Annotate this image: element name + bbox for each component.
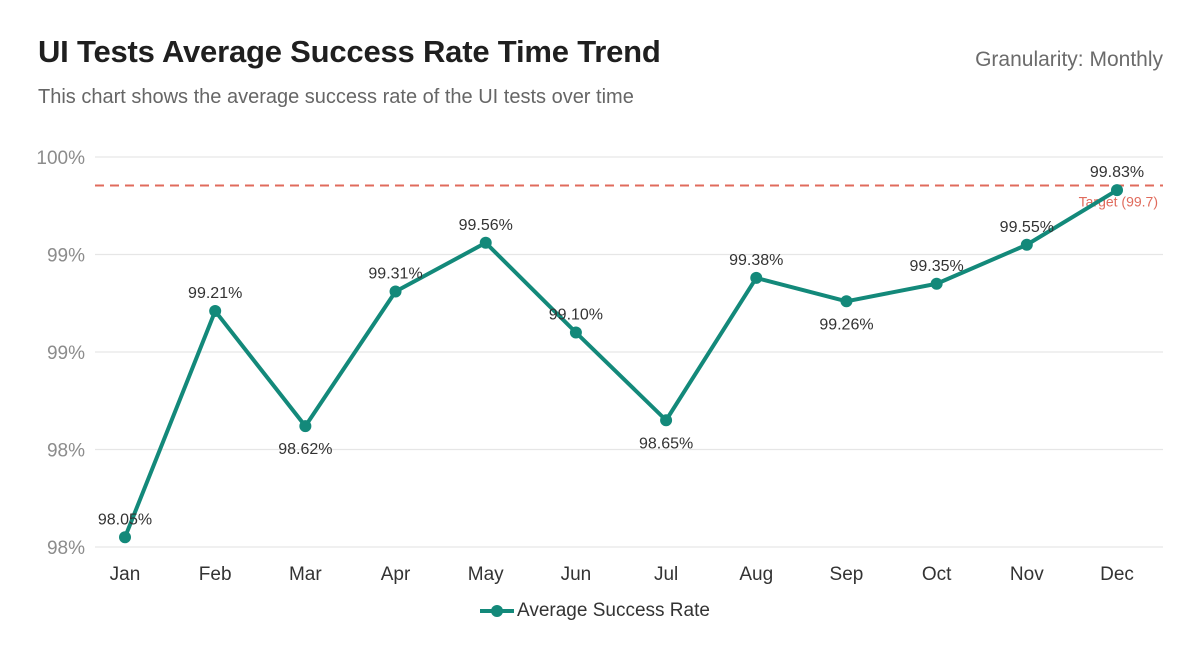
data-point[interactable]: [299, 420, 312, 433]
y-tick-label: 98%: [47, 538, 85, 559]
y-tick-label: 98%: [47, 441, 85, 462]
data-label: 99.35%: [910, 258, 964, 275]
data-point[interactable]: [660, 414, 673, 427]
data-point[interactable]: [750, 271, 763, 284]
x-tick-label: Feb: [199, 564, 232, 585]
data-label: 99.31%: [368, 266, 422, 283]
data-label: 99.83%: [1090, 164, 1144, 181]
y-tick-label: 100%: [36, 148, 85, 169]
x-tick-label: Mar: [289, 564, 322, 585]
granularity-label: Granularity: Monthly: [975, 48, 1163, 71]
data-point[interactable]: [119, 531, 131, 544]
x-tick-label: Sep: [830, 564, 864, 585]
data-point[interactable]: [930, 277, 943, 290]
data-point[interactable]: [1020, 238, 1033, 251]
chart-legend[interactable]: Average Success Rate: [480, 600, 710, 622]
y-tick-label: 99%: [47, 343, 85, 364]
x-tick-label: Jul: [654, 564, 678, 585]
chart-title: UI Tests Average Success Rate Time Trend: [38, 34, 661, 69]
data-point[interactable]: [569, 326, 582, 339]
data-point[interactable]: [209, 305, 222, 318]
data-label: 99.21%: [188, 285, 242, 302]
legend-marker-icon: [480, 603, 514, 619]
data-label: 99.56%: [459, 217, 513, 234]
data-point[interactable]: [389, 285, 402, 298]
chart-subtitle: This chart shows the average success rat…: [38, 86, 634, 108]
x-tick-label: Oct: [922, 564, 952, 585]
data-label: 99.55%: [1000, 219, 1054, 236]
target-label: Target (99.7): [1079, 194, 1158, 210]
x-tick-label: Jan: [110, 564, 141, 585]
x-tick-label: Aug: [739, 564, 773, 585]
x-tick-label: Nov: [1010, 564, 1044, 585]
x-tick-label: Dec: [1100, 564, 1134, 585]
y-tick-label: 99%: [47, 246, 85, 267]
data-point[interactable]: [1111, 184, 1123, 197]
data-label: 98.65%: [639, 435, 693, 452]
data-point[interactable]: [840, 295, 853, 308]
legend-label: Average Success Rate: [517, 600, 710, 621]
series-line: [123, 188, 1119, 540]
data-point[interactable]: [479, 236, 492, 249]
data-label: 99.38%: [729, 252, 783, 269]
x-tick-label: Jun: [561, 564, 592, 585]
data-label: 98.05%: [98, 511, 152, 528]
data-label: 99.26%: [819, 316, 873, 333]
x-tick-label: Apr: [381, 564, 411, 585]
x-tick-label: May: [468, 564, 504, 585]
data-label: 98.62%: [278, 441, 332, 458]
data-label: 99.10%: [549, 307, 603, 324]
